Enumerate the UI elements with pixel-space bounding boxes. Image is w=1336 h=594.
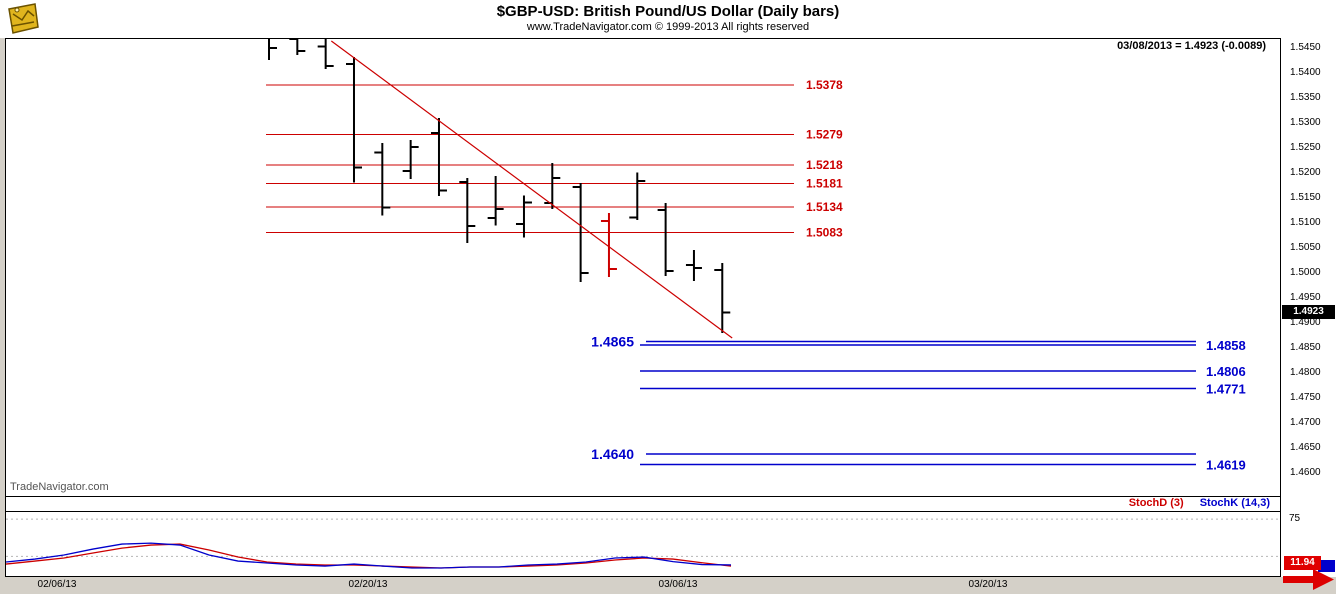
resistance-label: 1.5134	[806, 200, 843, 214]
stoch-canvas[interactable]	[6, 512, 1280, 575]
support-label: 1.4619	[1206, 458, 1246, 473]
price-axis-label: 1.4800	[1290, 367, 1321, 378]
price-chart-panel[interactable]: 1.5378 1.5279 1.5218 1.5181 1.5134 1.5083 1.48…	[5, 38, 1281, 497]
support-label: 1.4865	[591, 334, 634, 350]
ohlc-bar	[402, 140, 419, 179]
scroll-right-arrow[interactable]	[1283, 568, 1335, 591]
price-axis-label: 1.5000	[1290, 267, 1321, 278]
price-axis-label: 1.4600	[1290, 467, 1321, 478]
stoch-scale-label: 75	[1289, 513, 1301, 524]
ohlc-bar	[289, 39, 306, 55]
ohlc-bar	[629, 172, 646, 220]
ohlc-bar	[600, 213, 617, 277]
ohlc-bar	[487, 176, 504, 226]
last-quote-readout: 03/08/2013 = 1.4923 (-0.0089)	[1117, 40, 1266, 52]
resistance-label: 1.5378	[806, 78, 843, 92]
price-axis-label: 1.5400	[1290, 67, 1321, 78]
support-label: 1.4858	[1206, 338, 1246, 353]
price-axis-label: 1.4750	[1290, 392, 1321, 403]
resistance-label: 1.5279	[806, 128, 843, 142]
ohlc-bar	[685, 250, 702, 281]
stoch-k-line	[6, 542, 732, 569]
ohlc-bar	[544, 163, 561, 209]
resistance-label: 1.5181	[806, 177, 843, 191]
ohlc-bar	[714, 263, 731, 333]
chart-header: $GBP-USD: British Pound/US Dollar (Daily…	[0, 0, 1336, 38]
price-axis-label: 1.5450	[1290, 42, 1321, 53]
stochastic-panel[interactable]	[5, 512, 1281, 577]
ohlc-bar	[572, 183, 589, 282]
time-axis[interactable]: 02/06/13 02/20/13 03/06/13 03/20/13	[0, 577, 1336, 594]
watermark: TradeNavigator.com	[10, 481, 109, 493]
trade-navigator-logo-icon	[8, 3, 39, 34]
price-axis-label: 1.4700	[1290, 417, 1321, 428]
resistance-label: 1.5218	[806, 158, 843, 172]
price-axis[interactable]: 1.4923 1.5450 1.5400 1.5350 1.5300 1.5250 1.5…	[1281, 38, 1336, 577]
date-axis-label: 02/06/13	[37, 579, 77, 590]
indicator-legend: StochD (3) StochK (14,3)	[5, 497, 1281, 512]
price-axis-label: 1.4850	[1290, 342, 1321, 353]
price-axis-label: 1.5050	[1290, 242, 1321, 253]
ohlc-bar	[515, 195, 532, 238]
price-axis-label: 1.5250	[1290, 142, 1321, 153]
date-axis-label: 02/20/13	[348, 579, 388, 590]
chart-subtitle: www.TradeNavigator.com © 1999-2013 All r…	[526, 21, 810, 33]
ohlc-bar	[657, 203, 674, 276]
ohlc-bar	[459, 178, 476, 243]
price-axis-label: 1.5100	[1290, 217, 1321, 228]
support-label: 1.4806	[1206, 364, 1246, 379]
date-axis-label: 03/20/13	[968, 579, 1008, 590]
price-axis-label: 1.5150	[1290, 192, 1321, 203]
ohlc-bar	[261, 39, 277, 60]
support-label: 1.4771	[1206, 382, 1246, 397]
ohlc-bar	[430, 118, 447, 196]
resistance-label: 1.5083	[806, 226, 843, 240]
trendline[interactable]	[330, 40, 733, 339]
price-axis-label: 1.5200	[1290, 167, 1321, 178]
stoch-k-value-badge	[1318, 560, 1335, 572]
price-axis-label: 1.5300	[1290, 117, 1321, 128]
current-price-badge: 1.4923	[1282, 305, 1335, 319]
price-axis-label: 1.4950	[1290, 292, 1321, 303]
ohlc-bar	[345, 57, 362, 183]
support-label: 1.4640	[591, 446, 634, 462]
price-axis-label: 1.4900	[1290, 317, 1321, 328]
chart-canvas[interactable]: 1.5378 1.5279 1.5218 1.5181 1.5134 1.5083 1.48…	[6, 39, 1280, 496]
price-axis-label: 1.5350	[1290, 92, 1321, 103]
ohlc-bar	[374, 143, 391, 216]
stoch-k-legend[interactable]: StochK (14,3)	[1199, 497, 1270, 509]
date-axis-label: 03/06/13	[658, 579, 698, 590]
price-axis-label: 1.4650	[1290, 442, 1321, 453]
chart-title: $GBP-USD: British Pound/US Dollar (Daily…	[496, 3, 840, 20]
ohlc-bar	[317, 39, 334, 69]
stoch-d-value-badge: 11.94	[1284, 556, 1321, 570]
stoch-d-legend[interactable]: StochD (3)	[1128, 497, 1184, 509]
